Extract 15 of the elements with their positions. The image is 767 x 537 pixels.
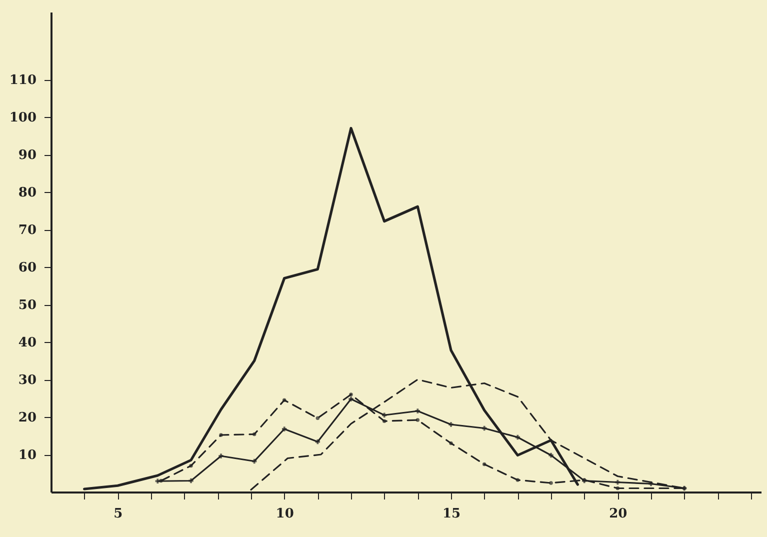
y-tick-label: 20 (18, 410, 36, 426)
y-tick-label: 50 (18, 298, 36, 313)
y-tick-label: 30 (18, 373, 36, 388)
y-tick-label: 60 (18, 260, 36, 276)
x-tick-label: 10 (276, 506, 294, 522)
x-tick-label: 20 (609, 506, 628, 522)
y-tick-label: 70 (18, 223, 36, 238)
y-tick-label: 110 (9, 73, 36, 88)
y-tick-label: 90 (18, 148, 36, 163)
y-tick-label: 10 (18, 448, 36, 463)
x-tick-label: 5 (114, 506, 123, 522)
x-tick-label: 15 (442, 506, 461, 522)
y-tick-label: 80 (18, 186, 36, 200)
y-tick-label: 100 (9, 110, 36, 126)
y-tick-label: 40 (18, 336, 36, 350)
